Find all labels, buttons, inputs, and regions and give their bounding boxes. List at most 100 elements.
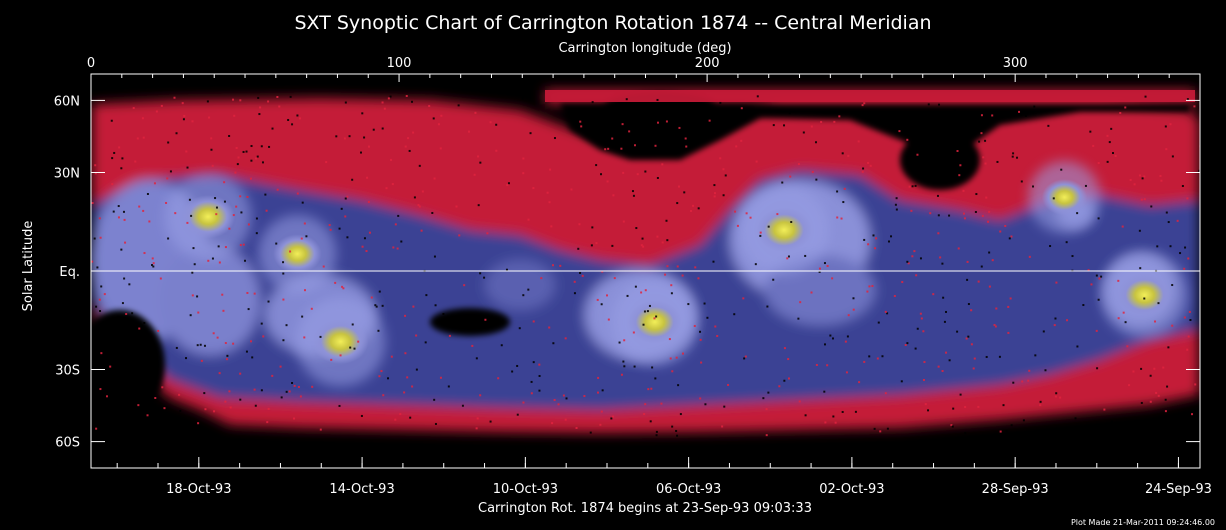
speckle — [959, 164, 962, 167]
speckle — [893, 295, 896, 298]
speckle — [206, 100, 209, 103]
speckle — [993, 324, 996, 327]
speckle — [991, 114, 994, 117]
speckle — [1076, 212, 1079, 215]
speckle — [1096, 367, 1099, 370]
speckle — [613, 277, 616, 280]
speckle — [814, 141, 817, 144]
speckle — [183, 114, 186, 117]
speckle — [744, 355, 747, 358]
speckle — [871, 284, 874, 287]
speckle — [984, 162, 987, 165]
speckle — [1129, 178, 1132, 181]
speckle — [740, 139, 743, 142]
speckle — [866, 290, 869, 293]
speckle — [477, 204, 480, 207]
speckle — [678, 126, 681, 129]
speckle — [289, 95, 292, 98]
speckle — [408, 149, 411, 152]
speckle — [329, 228, 332, 231]
speckle — [455, 205, 458, 208]
speckle — [229, 406, 232, 409]
speckle — [253, 292, 256, 295]
speckle — [251, 356, 254, 359]
lat-tick-label: 30S — [55, 364, 80, 379]
speckle — [271, 374, 274, 377]
speckle — [291, 381, 294, 384]
speckle — [137, 404, 140, 407]
speckle — [111, 157, 114, 160]
speckle — [1059, 396, 1062, 399]
speckle — [236, 163, 239, 166]
speckle — [930, 117, 933, 120]
speckle — [111, 183, 114, 186]
speckle — [786, 257, 789, 260]
speckle — [745, 212, 748, 215]
speckle — [424, 341, 427, 344]
speckle — [962, 212, 965, 215]
speckle — [804, 254, 807, 257]
speckle — [1092, 144, 1095, 147]
speckle — [877, 321, 880, 324]
speckle — [1022, 419, 1025, 422]
speckle — [981, 214, 984, 217]
speckle — [797, 163, 800, 166]
speckle — [1010, 424, 1013, 427]
speckle — [714, 325, 717, 328]
speckle — [1162, 366, 1165, 369]
speckle — [740, 107, 743, 110]
speckle — [278, 105, 281, 108]
speckle — [656, 98, 659, 101]
speckle — [224, 342, 227, 345]
speckle — [1106, 160, 1109, 163]
speckle — [787, 255, 790, 258]
speckle — [117, 216, 120, 219]
speckle — [966, 260, 969, 263]
speckle — [218, 372, 221, 375]
speckle — [178, 393, 181, 396]
speckle — [522, 172, 525, 175]
speckle — [148, 220, 151, 223]
speckle — [185, 357, 188, 360]
speckle — [1065, 241, 1068, 244]
speckle — [612, 194, 615, 197]
speckle — [631, 190, 634, 193]
speckle — [977, 280, 980, 283]
speckle — [869, 164, 872, 167]
speckle — [1110, 420, 1113, 423]
speckle — [1039, 400, 1042, 403]
speckle — [116, 424, 119, 427]
speckle — [798, 400, 801, 403]
speckle — [841, 152, 844, 155]
speckle — [656, 176, 659, 179]
speckle — [838, 115, 841, 118]
speckle — [964, 432, 967, 435]
speckle — [829, 334, 832, 337]
speckle — [640, 291, 643, 294]
speckle — [255, 157, 258, 160]
speckle — [551, 264, 554, 267]
speckle — [381, 127, 384, 130]
speckle — [642, 323, 645, 326]
speckle — [1167, 346, 1170, 349]
speckle — [778, 385, 781, 388]
speckle — [846, 335, 849, 338]
speckle — [988, 251, 991, 254]
speckle — [964, 406, 967, 409]
speckle — [257, 96, 260, 99]
speckle — [253, 388, 256, 391]
speckle — [716, 335, 719, 338]
speckle — [239, 398, 242, 401]
speckle — [610, 417, 613, 420]
speckle — [265, 209, 268, 212]
speckle — [404, 145, 407, 148]
speckle — [223, 181, 226, 184]
speckle — [927, 409, 930, 412]
speckle — [985, 196, 988, 199]
top-tick-label: 100 — [387, 56, 412, 71]
speckle — [293, 417, 296, 420]
speckle — [832, 415, 835, 418]
speckle — [267, 300, 270, 303]
active-region-core — [756, 207, 813, 253]
speckle — [110, 119, 113, 122]
